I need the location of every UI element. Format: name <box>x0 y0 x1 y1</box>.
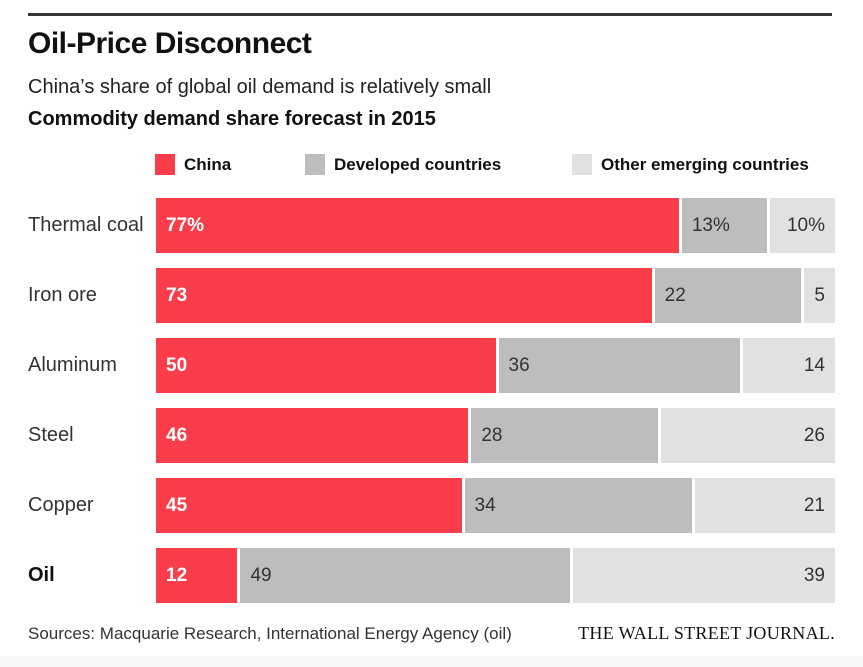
category-label: Steel <box>28 424 74 446</box>
value-label: 77% <box>166 214 205 236</box>
value-label: 50 <box>166 354 188 376</box>
bottom-strip <box>0 656 863 667</box>
developed-countries-legend-swatch-icon <box>305 154 325 175</box>
bar-segment-china: 77% <box>156 198 679 253</box>
value-label: 45 <box>166 494 188 516</box>
bar-segment-other-emerging-countries: 21 <box>692 478 835 533</box>
legend-label: Developed countries <box>334 154 502 174</box>
value-label: 73 <box>166 284 188 306</box>
subtitle: China’s share of global oil demand is re… <box>28 76 492 98</box>
china-legend-swatch-icon <box>155 154 175 175</box>
bar-segment-developed-countries: 36 <box>495 338 740 393</box>
bar-segment-china: 45 <box>156 478 462 533</box>
value-label: 34 <box>474 494 496 516</box>
bar-segment-other-emerging-countries: 5 <box>801 268 835 323</box>
stacked-bar: 73 22 5 <box>156 268 835 323</box>
value-label: 5 <box>814 284 825 306</box>
wsj-wordmark: THE WALL STREET JOURNAL. <box>578 623 835 643</box>
legend-item-developed-countries: Developed countries <box>305 154 501 175</box>
stacked-bar: 77% 13% 10% <box>156 198 835 253</box>
value-label: 21 <box>803 494 825 516</box>
bar-segment-other-emerging-countries: 39 <box>570 548 835 603</box>
legend: China Developed countries Other emerging c… <box>28 154 835 176</box>
bar-segment-developed-countries: 22 <box>651 268 802 323</box>
value-label: 13% <box>691 214 730 236</box>
category-label: Copper <box>28 494 94 516</box>
value-label: 36 <box>508 354 530 376</box>
stacked-bar: 50 36 14 <box>156 338 835 393</box>
bar-segment-developed-countries: 34 <box>461 478 693 533</box>
value-label: 10% <box>786 214 825 236</box>
bar-segment-developed-countries: 13% <box>678 198 768 253</box>
value-label: 46 <box>166 424 188 446</box>
sources-note: Sources: Macquarie Research, Internation… <box>28 624 512 643</box>
bar-chart: Thermal coal 77% 13% 10% Iron ore 73 22 5 Alumin… <box>28 198 835 618</box>
bar-segment-other-emerging-countries: 10% <box>767 198 835 253</box>
bar-row: Steel 46 28 26 <box>28 408 835 463</box>
bar-segment-china: 73 <box>156 268 652 323</box>
bar-segment-developed-countries: 49 <box>237 548 571 603</box>
bar-segment-other-emerging-countries: 14 <box>739 338 835 393</box>
legend-item-china: China <box>155 154 231 175</box>
value-label: 12 <box>166 564 188 586</box>
top-rule <box>28 13 832 16</box>
bar-row: Copper 45 34 21 <box>28 478 835 533</box>
stacked-bar: 12 49 39 <box>156 548 835 603</box>
other-emerging-countries-legend-swatch-icon <box>572 154 592 175</box>
category-label: Aluminum <box>28 354 117 376</box>
bar-row: Iron ore 73 22 5 <box>28 268 835 323</box>
legend-item-other-emerging-countries: Other emerging countries <box>572 154 809 175</box>
bar-segment-china: 12 <box>156 548 238 603</box>
category-label: Iron ore <box>28 284 97 306</box>
bar-row: Oil 12 49 39 <box>28 548 835 603</box>
category-label: Oil <box>28 564 55 586</box>
bar-segment-china: 46 <box>156 408 469 463</box>
legend-label: China <box>184 154 232 174</box>
value-label: 49 <box>250 564 272 586</box>
bar-segment-china: 50 <box>156 338 496 393</box>
value-label: 39 <box>803 564 825 586</box>
footer: Sources: Macquarie Research, Internation… <box>28 623 835 644</box>
value-label: 22 <box>664 284 686 306</box>
bar-segment-developed-countries: 28 <box>468 408 659 463</box>
chart-heading: Commodity demand share forecast in 2015 <box>28 108 436 130</box>
legend-label: Other emerging countries <box>601 154 809 174</box>
value-label: 26 <box>803 424 825 446</box>
bar-row: Thermal coal 77% 13% 10% <box>28 198 835 253</box>
stacked-bar: 46 28 26 <box>156 408 835 463</box>
page-title: Oil-Price Disconnect <box>28 27 312 60</box>
stacked-bar: 45 34 21 <box>156 478 835 533</box>
value-label: 28 <box>481 424 503 446</box>
value-label: 14 <box>803 354 825 376</box>
bar-row: Aluminum 50 36 14 <box>28 338 835 393</box>
bar-segment-other-emerging-countries: 26 <box>658 408 835 463</box>
category-label: Thermal coal <box>28 214 144 236</box>
